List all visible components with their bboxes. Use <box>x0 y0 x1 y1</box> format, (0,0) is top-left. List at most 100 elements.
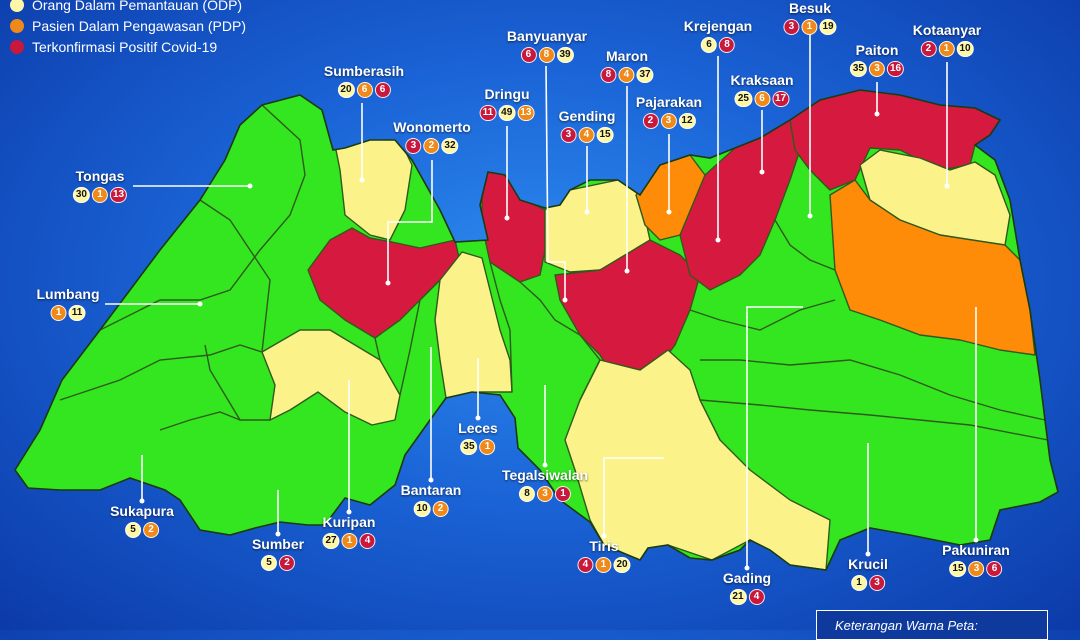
district-label-lumbang: Lumbang 1 11 <box>37 286 100 321</box>
leader-line-tiris <box>603 457 664 536</box>
district-name: Tongas <box>75 168 125 184</box>
district-label-sumber: Sumber 5 2 <box>252 536 304 571</box>
district-counts: 27 1 4 <box>322 532 376 549</box>
district-counts: 21 4 <box>729 588 765 605</box>
district-counts: 6 8 39 <box>520 46 574 63</box>
legend-label: Orang Dalam Pemantauan (ODP) <box>32 0 243 13</box>
district-name: Gading <box>722 570 772 586</box>
district-name: Pajarakan <box>635 94 703 110</box>
district-label-dringu: Dringu 11 49 13 <box>479 86 535 121</box>
district-label-kuripan: Kuripan 27 1 4 <box>322 514 376 549</box>
district-label-banyuanyar: Banyuanyar 6 8 39 <box>507 28 587 63</box>
pdp-count-badge: 1 <box>341 532 358 549</box>
odp-count-badge: 20 <box>613 556 631 573</box>
district-counts: 3 2 32 <box>405 137 459 154</box>
district-label-krucil: Krucil 1 3 <box>848 556 888 591</box>
leader-dot-tegalsiwalan <box>542 462 548 468</box>
leader-dot-pajarakan <box>666 209 672 215</box>
district-counts: 3 4 15 <box>560 126 614 143</box>
leader-dot-tongas <box>247 183 253 189</box>
district-label-sukapura: Sukapura 5 2 <box>110 503 174 538</box>
leader-dot-besuk <box>807 213 813 219</box>
odp-count-badge: 35 <box>849 60 867 77</box>
district-counts: 2 3 12 <box>642 112 696 129</box>
district-counts: 30 1 13 <box>72 186 128 203</box>
pos-count-badge: 3 <box>405 137 422 154</box>
pdp-count-badge: 2 <box>423 137 440 154</box>
odp-count-badge: 37 <box>636 66 654 83</box>
district-name: Wonomerto <box>393 119 471 135</box>
district-name: Lumbang <box>36 286 100 302</box>
district-name: Tegalsiwalan <box>501 467 589 483</box>
district-label-maron: Maron 8 4 37 <box>600 48 654 83</box>
pos-count-badge: 2 <box>642 112 659 129</box>
leader-dot-bantaran <box>428 477 434 483</box>
odp-count-badge: 5 <box>125 521 141 538</box>
district-counts: 11 49 13 <box>479 104 535 121</box>
pdp-count-badge: 1 <box>50 304 67 321</box>
district-label-kraksaan: Kraksaan 25 6 17 <box>730 72 794 107</box>
legend-label: Terkonfirmasi Positif Covid-19 <box>32 38 218 55</box>
district-counts: 35 3 16 <box>849 60 905 77</box>
leader-dot-maron <box>624 268 630 274</box>
pdp-count-badge: 3 <box>536 485 553 502</box>
district-label-tegalsiwalan: Tegalsiwalan 8 3 1 <box>502 467 588 502</box>
district-counts: 8 4 37 <box>600 66 654 83</box>
leader-dot-gading <box>744 565 750 571</box>
leader-line-banyuanyar <box>545 65 566 300</box>
odp-count-badge: 10 <box>413 500 431 517</box>
pdp-count-badge: 3 <box>869 60 885 77</box>
district-label-kotaanyar: Kotaanyar 2 1 10 <box>913 22 981 57</box>
district-label-gading: Gading 21 4 <box>723 570 771 605</box>
district-label-sumberasih: Sumberasih 20 6 6 <box>324 63 404 98</box>
odp-count-badge: 32 <box>441 137 459 154</box>
leader-dot-kuripan <box>346 509 352 515</box>
odp-count-badge: 5 <box>261 554 277 571</box>
district-name: Krucil <box>848 556 888 572</box>
pos-count-badge: 11 <box>479 104 497 121</box>
district-label-gending: Gending 3 4 15 <box>559 108 615 143</box>
pdp-count-badge: 3 <box>968 560 985 577</box>
pos-count-badge: 8 <box>719 36 735 53</box>
leader-dot-sukapura <box>139 498 145 504</box>
district-name: Paiton <box>855 42 899 58</box>
legend-dot-yellow <box>10 0 24 12</box>
leader-dot-kotaanyar <box>944 183 950 189</box>
leader-dot-sumberasih <box>359 177 365 183</box>
pdp-count-badge: 2 <box>432 500 449 517</box>
pdp-count-badge: 13 <box>517 104 535 121</box>
pos-count-badge: 3 <box>783 18 800 35</box>
pos-count-badge: 8 <box>600 66 617 83</box>
district-counts: 15 3 6 <box>949 560 1003 577</box>
pos-count-badge: 3 <box>560 126 577 143</box>
map-key-box: Keterangan Warna Peta: <box>816 610 1048 640</box>
district-counts: 1 11 <box>50 304 86 321</box>
leader-line-gading <box>746 306 803 568</box>
district-boundaries <box>59 104 1049 441</box>
pos-count-badge: 1 <box>554 485 571 502</box>
pos-count-badge: 17 <box>771 90 790 107</box>
pos-count-badge: 4 <box>359 532 376 549</box>
leader-dot-banyuanyar <box>562 297 568 303</box>
district-label-krejengan: Krejengan 6 8 <box>684 18 752 53</box>
odp-count-badge: 6 <box>701 36 717 53</box>
odp-count-badge: 19 <box>819 18 837 35</box>
district-label-tiris: Tiris 4 1 20 <box>577 538 631 573</box>
district-label-pajarakan: Pajarakan 2 3 12 <box>636 94 702 129</box>
leader-dot-kraksaan <box>759 169 765 175</box>
district-name: Pakuniran <box>942 542 1010 558</box>
district-name: Maron <box>606 48 648 64</box>
pdp-count-badge: 6 <box>356 81 373 98</box>
district-name: Kraksaan <box>730 72 794 88</box>
pos-count-badge: 13 <box>110 186 128 203</box>
leader-dot-leces <box>475 415 481 421</box>
map-outline <box>14 89 1059 571</box>
district-counts: 35 1 <box>460 438 496 455</box>
district-label-bantaran: Bantaran 10 2 <box>401 482 461 517</box>
pos-count-badge: 3 <box>869 574 885 591</box>
